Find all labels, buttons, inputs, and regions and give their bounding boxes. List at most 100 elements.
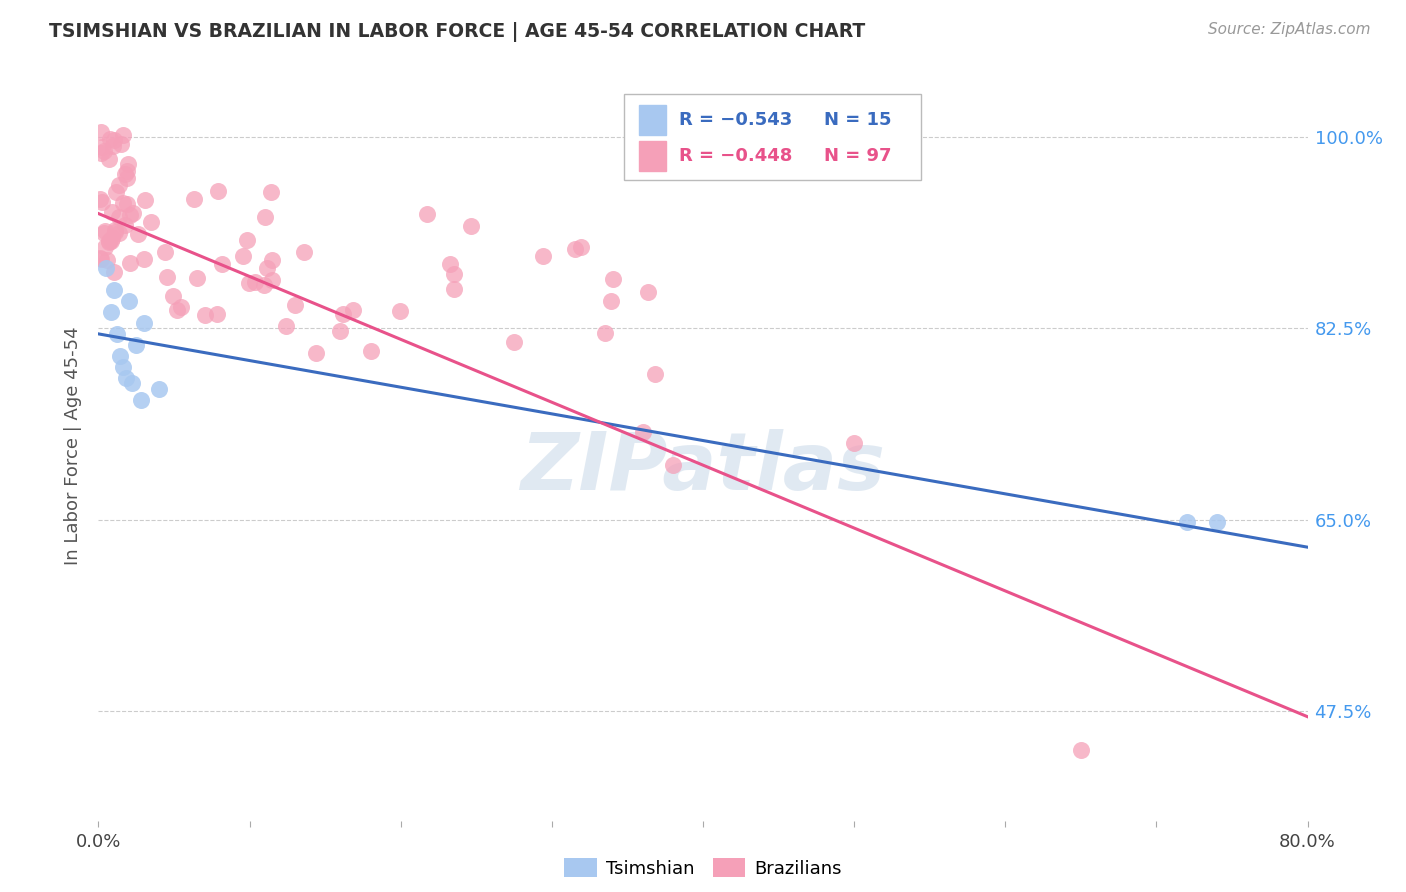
Point [132, 316, 155, 330]
Point [186, 271, 208, 285]
Point [115, 164, 138, 178]
Point [121, 376, 143, 390]
Point [94, 239, 117, 253]
Point [332, 307, 354, 321]
Point [114, 218, 136, 232]
Point [111, 359, 134, 374]
Point [90, 252, 112, 267]
FancyBboxPatch shape [624, 94, 921, 180]
Point [599, 294, 621, 309]
Point [156, 270, 179, 285]
Point [96, 253, 118, 268]
Point [101, 205, 124, 219]
Point [162, 288, 184, 302]
Point [103, 265, 125, 279]
Legend: Tsimshian, Brazilians: Tsimshian, Brazilians [555, 849, 851, 887]
Point [238, 277, 260, 291]
Point [155, 245, 177, 260]
Point [90, 145, 112, 160]
Point [111, 128, 134, 142]
Point [100, 234, 122, 248]
Point [207, 184, 229, 198]
Point [94, 261, 117, 276]
Point [304, 346, 326, 360]
Y-axis label: In Labor Force | Age 45-54: In Labor Force | Age 45-54 [65, 326, 83, 566]
Point [253, 278, 276, 293]
Point [134, 193, 156, 207]
Point [105, 326, 128, 341]
Point [122, 206, 145, 220]
Point [104, 225, 127, 239]
Point [292, 244, 315, 259]
Point [262, 273, 284, 287]
Point [260, 185, 283, 199]
Point [260, 252, 283, 267]
Point [631, 425, 654, 440]
Point [443, 282, 465, 296]
Point [104, 223, 127, 237]
Point [118, 255, 141, 269]
Point [166, 302, 188, 317]
Point [205, 307, 228, 321]
Point [114, 168, 136, 182]
Point [118, 208, 141, 222]
Point [1070, 742, 1092, 756]
Text: ZIPatlas: ZIPatlas [520, 429, 886, 508]
Point [101, 138, 124, 153]
Point [114, 370, 136, 384]
Point [661, 458, 683, 472]
Point [443, 267, 465, 281]
Point [531, 249, 554, 263]
Point [90, 140, 112, 154]
Point [117, 156, 139, 170]
Point [104, 185, 127, 199]
Point [108, 210, 131, 224]
Point [602, 272, 624, 286]
Point [103, 283, 125, 297]
Point [100, 231, 122, 245]
Point [93, 144, 115, 158]
Text: TSIMSHIAN VS BRAZILIAN IN LABOR FORCE | AGE 45-54 CORRELATION CHART: TSIMSHIAN VS BRAZILIAN IN LABOR FORCE | … [49, 22, 866, 42]
Point [98, 235, 121, 249]
Point [1175, 515, 1198, 529]
Point [276, 318, 298, 333]
Point [90, 125, 112, 139]
Point [111, 196, 134, 211]
Point [97, 152, 120, 166]
Text: Source: ZipAtlas.com: Source: ZipAtlas.com [1208, 22, 1371, 37]
Point [94, 224, 117, 238]
Point [1206, 515, 1229, 529]
Point [232, 249, 254, 263]
Point [637, 285, 659, 299]
Point [98, 234, 121, 248]
Point [284, 298, 307, 312]
FancyBboxPatch shape [638, 105, 665, 135]
Point [389, 304, 412, 318]
Point [89, 192, 111, 206]
Text: R = −0.448: R = −0.448 [679, 147, 792, 165]
Point [129, 392, 152, 407]
Point [503, 334, 526, 349]
Point [569, 240, 592, 254]
FancyBboxPatch shape [638, 141, 665, 171]
Point [93, 226, 115, 240]
Point [127, 227, 149, 242]
Point [118, 294, 141, 309]
Point [115, 197, 138, 211]
Text: N = 15: N = 15 [824, 112, 891, 129]
Point [170, 300, 193, 314]
Point [148, 382, 170, 396]
Point [103, 133, 125, 147]
Point [211, 257, 233, 271]
Point [194, 309, 217, 323]
Point [132, 252, 155, 267]
Point [110, 136, 132, 151]
Point [329, 324, 352, 338]
Point [89, 251, 111, 265]
Point [108, 349, 131, 363]
Point [416, 207, 439, 221]
Point [125, 338, 148, 352]
Point [98, 132, 121, 146]
Point [593, 326, 616, 341]
Point [644, 367, 666, 381]
